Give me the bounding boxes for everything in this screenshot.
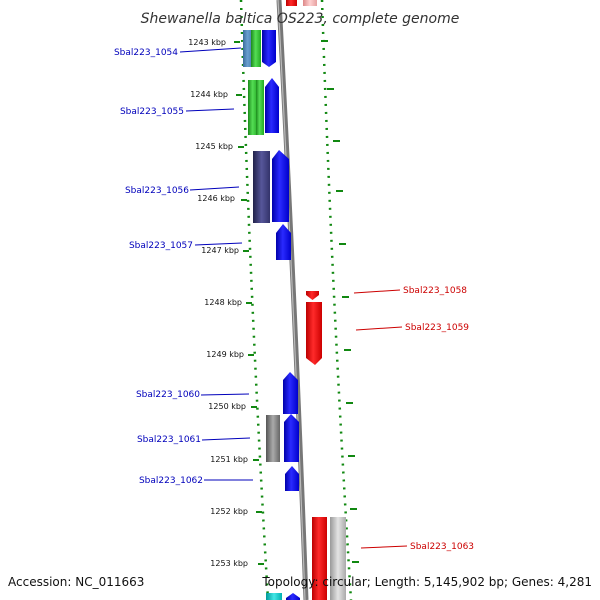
gene-label-1062[interactable]: Sbal223_1062 bbox=[139, 476, 203, 486]
leader-line-1060 bbox=[200, 393, 250, 396]
leader-line-1063 bbox=[360, 545, 408, 549]
gene-label-1056[interactable]: Sbal223_1056 bbox=[125, 186, 189, 196]
tick-label: 1253 kbp bbox=[210, 559, 248, 568]
outer-track-ticks bbox=[321, 40, 359, 563]
gene-label-1061[interactable]: Sbal223_1061 bbox=[137, 435, 201, 445]
tick-label: 1251 kbp bbox=[210, 455, 248, 464]
accession-text: Accession: NC_011663 bbox=[8, 575, 144, 589]
gene-feature-1055 bbox=[265, 78, 279, 133]
map-title: Shewanella baltica OS223, complete genom… bbox=[141, 11, 460, 27]
tick-label: 1244 kbp bbox=[190, 90, 228, 99]
gene-feature-1063 bbox=[312, 517, 327, 600]
gene-feature-1062 bbox=[285, 466, 299, 491]
gene-feature-1061 bbox=[284, 414, 299, 462]
leader-line-1057 bbox=[194, 242, 243, 246]
tick-label: 1247 kbp bbox=[201, 246, 239, 255]
tick-label: 1243 kbp bbox=[188, 38, 226, 47]
tick-label: 1245 kbp bbox=[195, 142, 233, 151]
tick-label: 1246 kbp bbox=[197, 194, 235, 203]
gene-feature-1057 bbox=[276, 224, 291, 260]
leader-line-1056 bbox=[189, 186, 240, 191]
gene-features bbox=[243, 0, 346, 600]
gene-feature-green-3 bbox=[256, 80, 264, 135]
gene-label-1060[interactable]: Sbal223_1060 bbox=[136, 390, 200, 400]
gene-label-1055[interactable]: Sbal223_1055 bbox=[120, 107, 184, 117]
topology-summary: Topology: circular; Length: 5,145,902 bp… bbox=[261, 575, 592, 589]
gene-feature-bottom-blue bbox=[286, 593, 300, 600]
gene-feature-1056 bbox=[272, 150, 289, 222]
scale-tick-labels: 1243 kbp 1244 kbp 1245 kbp 1246 kbp 1247… bbox=[188, 38, 248, 568]
gene-feature-steel bbox=[243, 30, 252, 67]
leader-line-1055 bbox=[185, 108, 235, 112]
gene-feature-top-red bbox=[286, 0, 297, 6]
tick-label: 1248 kbp bbox=[204, 298, 242, 307]
gene-feature-1060 bbox=[283, 372, 298, 414]
gene-feature-1058 bbox=[306, 291, 319, 300]
leader-line-1058 bbox=[353, 289, 401, 294]
gene-feature-green-2 bbox=[248, 80, 258, 135]
gene-feature-1054 bbox=[262, 30, 276, 67]
scale-track-outer bbox=[320, 0, 353, 600]
gene-feature-top-pink bbox=[303, 0, 317, 6]
gene-label-1057[interactable]: Sbal223_1057 bbox=[129, 241, 193, 251]
genome-backbone bbox=[276, 0, 309, 600]
scale-tick-marks bbox=[234, 41, 264, 565]
gene-feature-1063-homolog bbox=[330, 517, 346, 600]
leader-line-1059 bbox=[355, 326, 403, 331]
gene-label-1059[interactable]: Sbal223_1059 bbox=[405, 323, 469, 333]
tick-label: 1249 kbp bbox=[206, 350, 244, 359]
tick-label: 1250 kbp bbox=[208, 402, 246, 411]
gene-feature-1061-homolog bbox=[266, 415, 280, 462]
gene-labels: Sbal223_1054 Sbal223_1055 Sbal223_1056 S… bbox=[114, 48, 474, 552]
gene-feature-1059 bbox=[306, 302, 322, 365]
gene-leader-lines bbox=[179, 47, 408, 549]
gene-label-1058[interactable]: Sbal223_1058 bbox=[403, 286, 467, 296]
gene-feature-bottom-cyan bbox=[266, 593, 282, 600]
tick-label: 1252 kbp bbox=[210, 507, 248, 516]
gene-label-1063[interactable]: Sbal223_1063 bbox=[410, 542, 474, 552]
gene-label-1054[interactable]: Sbal223_1054 bbox=[114, 48, 178, 58]
gene-feature-1056-homolog bbox=[253, 151, 270, 223]
leader-line-1054 bbox=[179, 47, 242, 53]
leader-line-1061 bbox=[201, 437, 251, 441]
genome-backbone-highlight bbox=[277, 0, 306, 600]
gene-feature-green bbox=[251, 30, 261, 67]
